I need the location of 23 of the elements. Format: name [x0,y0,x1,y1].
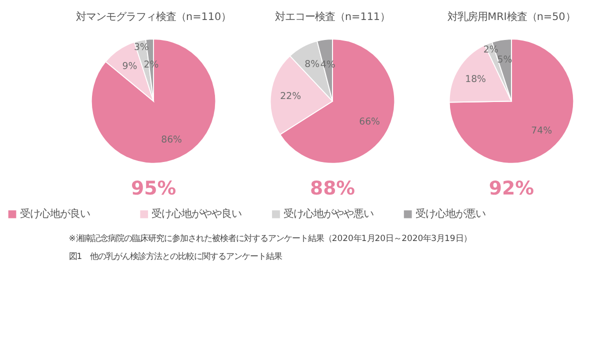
pie-slice [90,38,216,164]
data-label: 74% [531,126,552,137]
legend-label: 受け心地がやや良い [152,208,242,220]
data-label: 66% [359,116,380,128]
legend-label: 受け心地がやや悪い [284,208,374,220]
chart-title: 対エコー検査（n=111） [274,11,390,24]
data-label: 86% [161,134,182,146]
data-label: 3% [134,42,149,53]
data-label: 8% [304,59,320,70]
chart-title: 対乳房用MRI検査（n=50） [448,11,576,24]
pie-slice [448,38,574,164]
data-label: 18% [465,74,486,85]
text: 95% [130,178,176,200]
text: 88% [310,178,356,200]
chart-title: 対マンモグラフィ検査（n=110） [76,11,232,24]
data-label: 22% [280,90,302,102]
legend-label: 受け心地が良い [20,208,90,220]
text: 92% [488,178,534,200]
data-label: 9% [122,61,138,72]
data-label: 2% [483,44,498,56]
caption: 図1 他の乳がん検診方法との比較に関するアンケート結果 [68,251,282,262]
legend-label: 受け心地が悪い [415,208,486,220]
text: ※湘南記念病院の臨床研究に参加された被検者に対するアンケート結果（2020年1月20日～2020年3月19日） [68,233,472,244]
